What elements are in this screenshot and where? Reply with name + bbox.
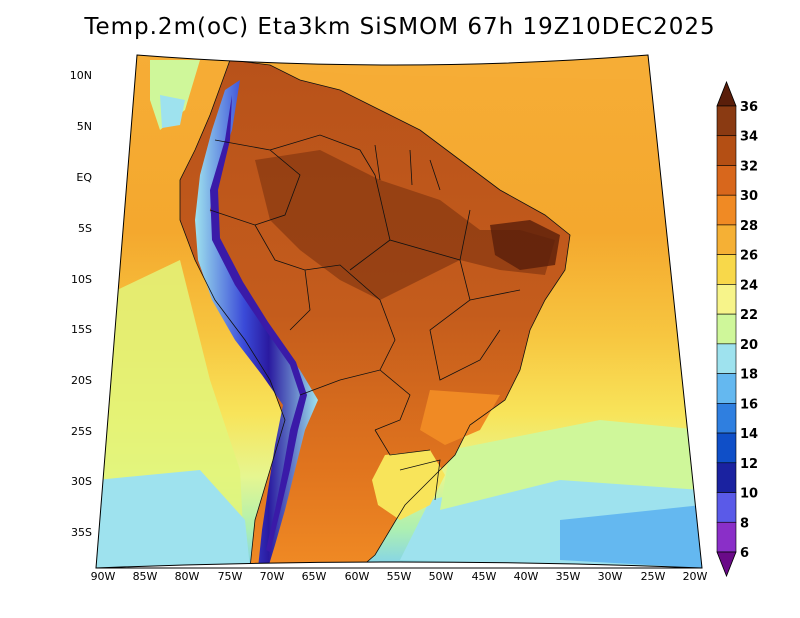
border-guianas <box>374 144 441 191</box>
border-uruguay <box>399 459 441 501</box>
colorbar-label: 8 <box>740 516 749 531</box>
pacific-cold-band <box>96 470 250 568</box>
colorbar-swatch <box>716 373 737 404</box>
lon-label: 85W <box>133 570 158 583</box>
colorbar-label: 28 <box>740 219 758 234</box>
lat-label: 30S <box>71 475 92 488</box>
lat-label: 10S <box>71 273 92 286</box>
colorbar-label: 34 <box>740 130 758 145</box>
colorbar-label: 24 <box>740 278 758 293</box>
border-peru <box>209 209 311 331</box>
longitude-axis: 90W 85W 80W 75W 70W 65W 60W 55W 50W 45W … <box>91 570 708 583</box>
lon-label: 40W <box>514 570 539 583</box>
colorbar-label: 14 <box>740 427 758 442</box>
colorbar-swatch <box>716 403 737 434</box>
lon-label: 35W <box>556 570 581 583</box>
border-venezuela <box>269 134 376 176</box>
lon-label: 25W <box>641 570 666 583</box>
colorbar-label: 18 <box>740 368 758 383</box>
border-paraguay <box>339 369 411 431</box>
border-brazil-states <box>349 174 521 381</box>
latitude-axis: 10N 5N EQ 5S 10S 15S 20S 25S 30S 35S <box>70 69 93 539</box>
country-borders <box>179 59 571 568</box>
lat-label: 20S <box>71 374 92 387</box>
lon-label: 70W <box>260 570 285 583</box>
colorbar-swatch <box>716 254 737 285</box>
colorbar-label: 30 <box>740 189 758 204</box>
lon-label: 55W <box>387 570 412 583</box>
colorbar-swatch <box>716 194 737 226</box>
lon-label: 90W <box>91 570 116 583</box>
colorbar-label: 6 <box>740 546 749 561</box>
pacific-nw-blue <box>160 95 185 128</box>
lon-label: 65W <box>302 570 327 583</box>
colorbar-top-triangle <box>716 80 737 107</box>
colorbar-label: 22 <box>740 308 758 323</box>
border-colombia <box>214 139 301 226</box>
colorbar-swatch <box>716 105 737 137</box>
lat-label: 5N <box>77 120 92 133</box>
colorbar-swatch <box>716 284 737 315</box>
atlantic-cool-band <box>440 420 702 510</box>
lat-label: 10N <box>70 69 92 82</box>
colorbar-swatch <box>716 343 737 374</box>
colorbar-swatch <box>716 492 737 523</box>
colorbar: 36 34 32 30 28 26 24 22 20 18 16 14 12 10 8 6 <box>716 80 758 578</box>
colorbar-swatch <box>716 165 737 196</box>
southern-cool-area <box>372 450 445 520</box>
colorbar-label: 36 <box>740 100 758 115</box>
colorbar-swatch <box>716 135 737 166</box>
colorbar-label: 12 <box>740 457 758 472</box>
lon-label: 30W <box>598 570 623 583</box>
lon-label: 50W <box>429 570 454 583</box>
hot-northeast <box>490 220 560 270</box>
atlantic-colder-band <box>560 505 702 568</box>
colorbar-swatch <box>716 432 737 464</box>
lat-label: 5S <box>78 222 92 235</box>
colorbar-label: 16 <box>740 397 758 412</box>
hot-core-region <box>255 150 555 300</box>
lat-label: 15S <box>71 323 92 336</box>
lon-label: 45W <box>472 570 497 583</box>
colorbar-swatch <box>716 313 737 345</box>
lon-label: 75W <box>218 570 243 583</box>
southeast-coast-warm <box>420 390 500 445</box>
colorbar-swatch <box>716 462 737 493</box>
colorbar-label: 20 <box>740 338 758 353</box>
lon-label: 60W <box>345 570 370 583</box>
colorbar-label: 10 <box>740 487 758 502</box>
colorbar-label: 26 <box>740 249 758 264</box>
border-brazil-bolivia <box>304 264 396 371</box>
lat-label: 25S <box>71 425 92 438</box>
border-argentina <box>299 379 431 456</box>
lon-label: 20W <box>683 570 708 583</box>
colorbar-swatch <box>716 521 737 553</box>
colorbar-swatch <box>716 224 737 255</box>
coastline <box>179 59 571 568</box>
map-title: Temp.2m(oC) Eta3km SiSMOM 67h 19Z10DEC20… <box>84 14 716 40</box>
lon-label: 80W <box>175 570 200 583</box>
lat-label: 35S <box>71 526 92 539</box>
lat-label: EQ <box>76 171 92 184</box>
map-field <box>96 55 702 568</box>
colorbar-bottom-triangle <box>716 551 737 578</box>
colorbar-label: 32 <box>740 159 758 174</box>
